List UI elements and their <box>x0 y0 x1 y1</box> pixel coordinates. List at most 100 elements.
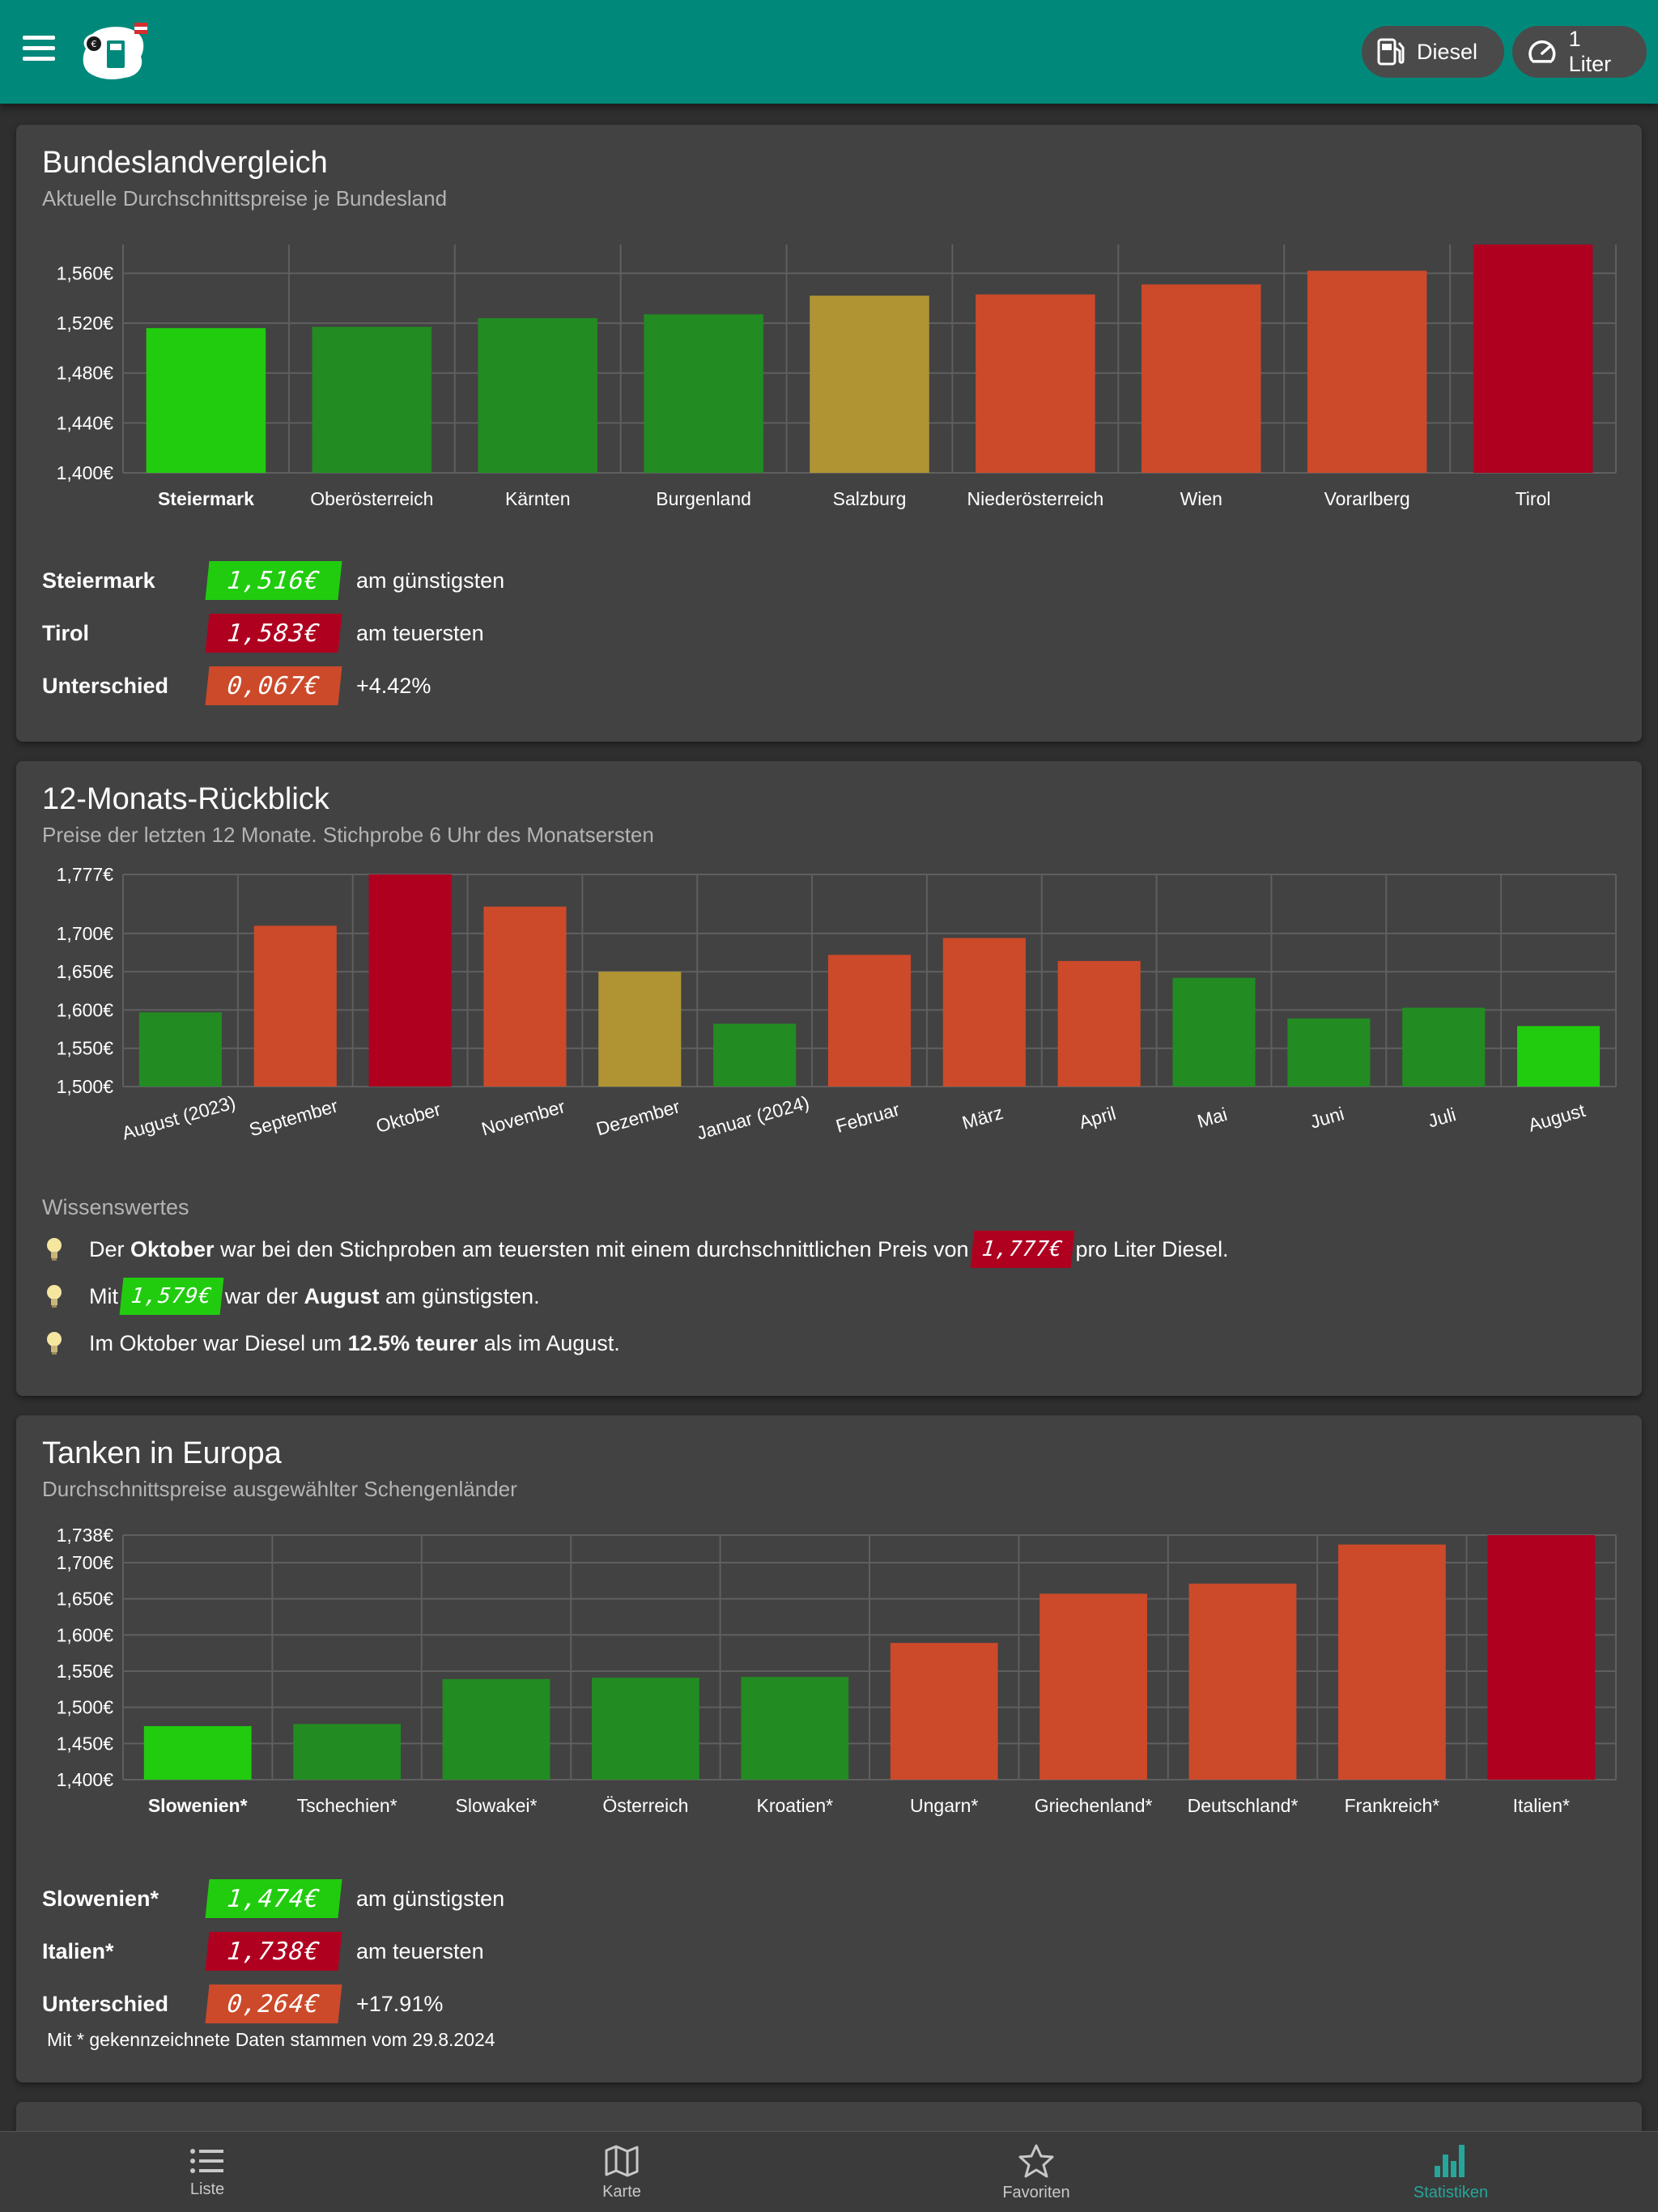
fact-text: war der <box>224 1283 298 1308</box>
difference-name: Unterschied <box>42 673 169 698</box>
y-tick-label: 1,480€ <box>57 363 114 384</box>
bar <box>146 328 266 473</box>
menu-icon[interactable] <box>19 31 58 70</box>
fact-text: Mit <box>89 1283 118 1308</box>
bar <box>293 1724 401 1780</box>
most-expensive-name: Tirol <box>42 620 90 645</box>
nav-label: Favoriten <box>1002 2183 1070 2201</box>
bar <box>1057 960 1141 1087</box>
next-card <box>16 2102 1642 2131</box>
facts-heading: Wissenswertes <box>42 1195 189 1219</box>
nav-item-statistics[interactable]: Statistiken <box>1244 2132 1658 2212</box>
fact-text: Der <box>89 1236 125 1261</box>
fuel-type-chip[interactable]: Diesel <box>1362 26 1504 78</box>
monthly-review-card: 12-Monats-Rückblick Preise der letzten 1… <box>16 761 1642 1396</box>
x-tick-label: Wien <box>1180 488 1222 509</box>
y-tick-label: 1,400€ <box>57 1769 114 1790</box>
app-bar: € Diesel 1 Liter <box>0 0 1658 104</box>
fact-text: als im August. <box>483 1330 620 1355</box>
difference-row: Unterschied 0,067€ +4.42% <box>42 666 771 706</box>
bar <box>368 874 452 1087</box>
x-tick-label: Österreich <box>602 1795 688 1816</box>
svg-text:€: € <box>91 39 97 49</box>
bar <box>741 1677 849 1780</box>
amount-label: 1 Liter <box>1568 27 1612 76</box>
bar <box>1287 1018 1371 1087</box>
map-icon <box>605 2145 639 2176</box>
lightbulb-icon <box>45 1284 63 1308</box>
bar <box>253 925 337 1087</box>
difference-percent: +4.42% <box>356 673 432 698</box>
most-expensive-row: Italien* 1,738€ am teuersten <box>42 1931 771 1972</box>
nav-label: Karte <box>602 2182 641 2201</box>
list-icon <box>190 2148 223 2173</box>
x-tick-label: August (2023) <box>120 1091 238 1144</box>
difference-price: 0,264€ <box>205 1984 342 2023</box>
fact-text: pro Liter Diesel. <box>1075 1236 1229 1261</box>
fact-text: Im Oktober war Diesel um <box>89 1330 342 1355</box>
y-tick-label: 1,700€ <box>57 923 114 944</box>
y-tick-label: 1,400€ <box>57 462 114 483</box>
x-tick-label: Oktober <box>373 1098 443 1137</box>
bar <box>483 906 567 1087</box>
speedometer-icon <box>1528 40 1556 63</box>
y-tick-label: 1,550€ <box>57 1661 114 1682</box>
bar <box>138 1012 222 1087</box>
y-tick-label: 1,600€ <box>57 1624 114 1645</box>
cheapest-text: am günstigsten <box>356 1886 505 1911</box>
bar <box>1307 270 1427 473</box>
bottom-navigation: Liste Karte Favoriten Statistiken <box>0 2131 1658 2212</box>
y-tick-label: 1,500€ <box>57 1076 114 1097</box>
fact-highlight: August <box>304 1283 380 1308</box>
amount-chip[interactable]: 1 Liter <box>1512 26 1647 78</box>
x-tick-label: Januar (2024) <box>695 1091 812 1143</box>
nav-label: Liste <box>189 2180 225 2198</box>
most-expensive-price: 1,583€ <box>205 614 342 653</box>
x-tick-label: Vorarlberg <box>1324 488 1410 509</box>
card-title: Bundeslandvergleich <box>42 146 328 180</box>
cheapest-name: Slowenien* <box>42 1886 159 1911</box>
state-comparison-card: Bundeslandvergleich Aktuelle Durchschnit… <box>16 125 1642 742</box>
y-tick-label: 1,700€ <box>57 1552 114 1573</box>
monthly-price-chart: 1,500€ 1,550€ 1,600€ 1,650€ 1,700€ 1,777€ Augu… <box>57 864 1617 1144</box>
lightbulb-icon <box>45 1331 63 1355</box>
card-subtitle: Durchschnittspreise ausgewählter Schenge… <box>42 1477 517 1501</box>
x-tick-label: Juni <box>1307 1103 1346 1133</box>
fact-highlight: Oktober <box>130 1236 215 1261</box>
bar <box>1188 1583 1297 1780</box>
bar <box>1487 1535 1596 1780</box>
nav-item-favorites[interactable]: Favoriten <box>829 2132 1244 2212</box>
x-tick-label: Frankreich* <box>1345 1795 1440 1816</box>
bar <box>810 296 929 473</box>
x-tick-label: Italien* <box>1513 1795 1570 1816</box>
star-icon <box>1018 2144 1054 2177</box>
x-tick-label: Slowenien* <box>148 1795 248 1816</box>
statistics-content[interactable]: Bundeslandvergleich Aktuelle Durchschnit… <box>0 104 1658 2131</box>
fact-text: am günstigsten. <box>385 1283 540 1308</box>
cheapest-name: Steiermark <box>42 568 155 593</box>
nav-item-list[interactable]: Liste <box>0 2132 414 2212</box>
x-tick-label: Kroatien* <box>756 1795 833 1816</box>
bar <box>1039 1593 1147 1780</box>
y-tick-label: 1,738€ <box>57 1525 114 1546</box>
x-tick-label: Oberösterreich <box>310 488 433 509</box>
fact-price: 1,579€ <box>119 1278 224 1315</box>
y-tick-label: 1,777€ <box>57 864 114 885</box>
bar <box>478 317 597 473</box>
card-subtitle: Preise der letzten 12 Monate. Stichprobe… <box>42 823 654 847</box>
bar <box>644 314 763 473</box>
fact-item: Der Oktober war bei den Stichproben am t… <box>45 1229 1229 1270</box>
fact-text: war bei den Stichproben am teuersten mit… <box>220 1236 969 1261</box>
x-tick-label: Deutschland* <box>1188 1795 1299 1816</box>
fact-item: Mit 1,579€ war der August am günstigsten… <box>45 1276 540 1317</box>
x-tick-label: Ungarn* <box>910 1795 978 1816</box>
bar <box>592 1678 699 1780</box>
most-expensive-row: Tirol 1,583€ am teuersten <box>42 613 771 653</box>
bar-chart-icon <box>1435 2144 1465 2177</box>
nav-label: Statistiken <box>1413 2183 1489 2201</box>
nav-item-map[interactable]: Karte <box>414 2132 829 2212</box>
x-tick-label: Kärnten <box>505 488 571 509</box>
y-tick-label: 1,450€ <box>57 1733 114 1754</box>
bar <box>1473 245 1593 473</box>
x-tick-label: Griechenland* <box>1035 1795 1153 1816</box>
